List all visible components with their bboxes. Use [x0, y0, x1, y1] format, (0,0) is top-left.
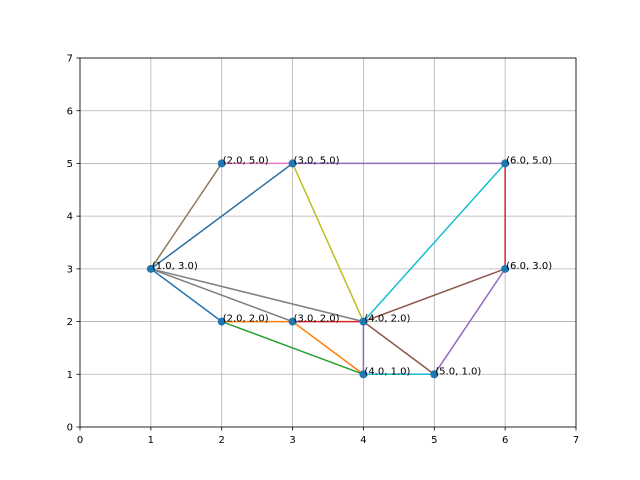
edge-line	[291, 320, 365, 376]
y-tick-label: 2	[67, 317, 73, 328]
y-tick-label: 1	[67, 370, 73, 381]
x-tick-label: 7	[573, 435, 579, 446]
point-label: (4.0, 2.0)	[364, 314, 410, 325]
point-label: (2.0, 5.0)	[223, 155, 269, 166]
edge-line	[433, 267, 507, 376]
point-label: (2.0, 2.0)	[223, 314, 269, 325]
data-point	[501, 264, 510, 273]
data-point	[501, 159, 510, 168]
edge-line	[149, 162, 223, 270]
data-point	[217, 159, 226, 168]
edge-line	[362, 162, 507, 323]
plot-frame	[79, 57, 577, 428]
point-label: (4.0, 1.0)	[364, 366, 410, 377]
x-tick-label: 3	[289, 435, 295, 446]
point-label: (1.0, 3.0)	[152, 261, 198, 272]
y-tick-label: 6	[67, 106, 73, 117]
data-point	[430, 370, 439, 379]
point-label: (5.0, 1.0)	[435, 366, 481, 377]
ticks: 0 1 2 3 4 5 6 7 0 1 2 3 4 5 6 7	[67, 54, 580, 446]
edges	[149, 162, 507, 376]
points	[146, 159, 510, 379]
edge-line	[149, 162, 294, 270]
x-tick-label: 4	[360, 435, 366, 446]
y-tick-label: 5	[67, 159, 73, 170]
edge-line	[149, 267, 294, 323]
point-label: (6.0, 3.0)	[506, 261, 552, 272]
point-label: (3.0, 2.0)	[294, 314, 340, 325]
data-point	[146, 264, 155, 273]
y-tick-label: 3	[67, 264, 73, 275]
y-tick-label: 7	[67, 54, 73, 65]
edge-line	[362, 320, 436, 376]
y-tick-label: 0	[67, 423, 73, 434]
edge-line	[149, 267, 223, 323]
edge-line	[149, 267, 365, 323]
x-tick-label: 1	[148, 435, 154, 446]
y-tick-label: 4	[67, 212, 73, 223]
x-tick-label: 2	[219, 435, 225, 446]
data-point	[288, 159, 297, 168]
point-labels: (1.0, 3.0) (2.0, 5.0) (3.0, 5.0) (6.0, 5.0)…	[152, 155, 552, 377]
edge-line	[220, 320, 365, 376]
point-label: (6.0, 5.0)	[506, 155, 552, 166]
x-tick-label: 5	[431, 435, 437, 446]
x-tick-label: 0	[77, 435, 83, 446]
edge-line	[362, 267, 507, 323]
data-point	[359, 317, 368, 326]
data-point	[217, 317, 226, 326]
data-point	[359, 370, 368, 379]
data-point	[288, 317, 297, 326]
point-label: (3.0, 5.0)	[294, 155, 340, 166]
edge-line	[291, 162, 365, 323]
x-tick-label: 6	[502, 435, 508, 446]
